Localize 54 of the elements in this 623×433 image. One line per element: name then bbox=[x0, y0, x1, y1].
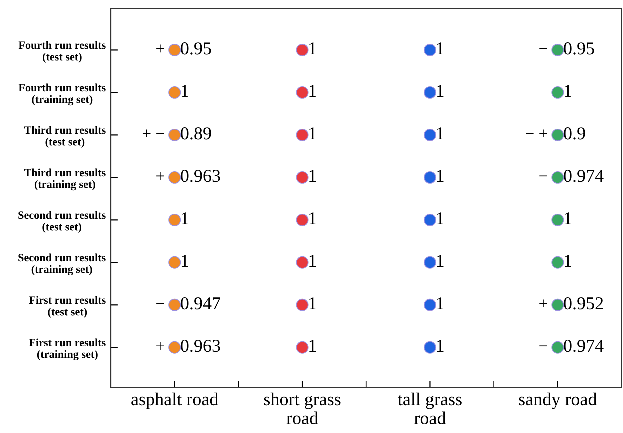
data-label: 1 bbox=[437, 85, 444, 98]
data-label: 1 bbox=[310, 340, 316, 352]
y-tick-label: Fourth run results (test set) bbox=[18, 41, 106, 64]
annotation: + bbox=[156, 44, 164, 53]
data-label: 1 bbox=[437, 212, 444, 225]
annotation: + bbox=[156, 172, 164, 180]
data-label: 0.974 bbox=[564, 340, 604, 352]
data-label: 0.95 bbox=[564, 42, 594, 55]
data-label: 1 bbox=[437, 170, 444, 182]
y-tick-label: Third run results (test set) bbox=[24, 126, 106, 148]
data-label: 0.963 bbox=[181, 340, 220, 352]
data-label: 1 bbox=[565, 212, 572, 225]
data-label: 0.963 bbox=[181, 170, 220, 182]
x-tick-label: tall grass road bbox=[398, 392, 462, 424]
annotation: + bbox=[540, 300, 548, 308]
annotation: − bbox=[540, 48, 548, 50]
data-label: 0.95 bbox=[181, 42, 212, 55]
x-tick-label: asphalt road bbox=[132, 392, 218, 410]
y-tick-label: Second run results (training set) bbox=[18, 254, 106, 276]
data-label: 0.947 bbox=[181, 297, 221, 310]
annotation: + − bbox=[142, 130, 164, 138]
y-tick-label: Fourth run results (training set) bbox=[18, 84, 106, 106]
data-label: 1 bbox=[437, 42, 444, 55]
data-label: 1 bbox=[310, 85, 316, 98]
data-label: 0.952 bbox=[564, 297, 604, 310]
annotation: − bbox=[156, 303, 164, 304]
x-tick-label: short grass road bbox=[264, 392, 341, 424]
data-label: 1 bbox=[310, 128, 316, 140]
data-label: 0.974 bbox=[564, 170, 604, 182]
data-label: 1 bbox=[182, 212, 188, 225]
y-tick-label: Third run results (training set) bbox=[24, 168, 106, 191]
data-label: 1 bbox=[437, 255, 444, 267]
data-label: 1 bbox=[310, 255, 316, 267]
y-tick-label: Second run results (test set) bbox=[18, 211, 106, 233]
x-tick-label: sandy road bbox=[519, 392, 598, 410]
annotation: − + bbox=[526, 130, 548, 138]
annotation: − bbox=[540, 346, 548, 347]
data-label: 1 bbox=[437, 128, 444, 140]
annotation: − bbox=[540, 176, 548, 177]
data-label: 1 bbox=[310, 298, 316, 310]
data-label: 0.9 bbox=[564, 128, 586, 140]
annotation: + bbox=[156, 342, 164, 350]
data-label: 1 bbox=[437, 298, 444, 310]
data-label: 1 bbox=[565, 255, 572, 267]
data-label: 1 bbox=[437, 340, 444, 352]
data-label: 1 bbox=[565, 85, 572, 98]
data-label: 1 bbox=[310, 170, 316, 182]
data-label: 0.89 bbox=[181, 128, 212, 140]
data-label: 1 bbox=[182, 255, 188, 267]
data-label: 1 bbox=[310, 212, 316, 225]
data-label: 1 bbox=[310, 42, 316, 55]
y-tick-label: First run results (test set) bbox=[29, 296, 106, 318]
y-tick-label: First run results (training set) bbox=[29, 338, 106, 361]
data-label: 1 bbox=[182, 85, 188, 98]
